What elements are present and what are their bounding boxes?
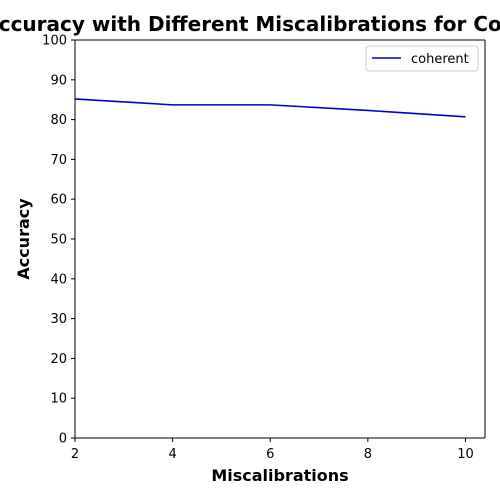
y-tick-label: 20 [50, 352, 67, 367]
legend-label: coherent [411, 52, 469, 67]
y-tick-label: 70 [50, 153, 67, 168]
legend-box [365, 45, 479, 72]
y-tick-label: 30 [50, 312, 67, 327]
chart-title: Accuracy with Different Miscalibrations … [0, 12, 500, 36]
y-tick-label: 80 [50, 113, 67, 128]
y-axis-ticks: 0 10 20 30 40 50 60 70 80 90 100 [42, 34, 75, 447]
y-tick-label: 100 [42, 34, 67, 49]
y-tick-label: 10 [50, 392, 67, 407]
y-tick-label: 90 [50, 73, 67, 88]
plot-area [75, 40, 485, 438]
y-tick-label: 50 [50, 233, 67, 248]
x-tick-label: 4 [168, 447, 176, 462]
y-tick-label: 40 [50, 272, 67, 287]
x-tick-label: 10 [457, 447, 474, 462]
y-tick-label: 60 [50, 193, 67, 208]
x-tick-label: 2 [71, 447, 79, 462]
x-axis-label: Miscalibrations [211, 466, 348, 485]
legend: coherent [365, 45, 479, 72]
x-tick-label: 6 [266, 447, 274, 462]
x-axis-ticks: 2 4 6 8 10 [71, 438, 474, 462]
y-tick-label: 0 [59, 432, 67, 447]
y-axis-label: Accuracy [14, 198, 33, 280]
x-tick-label: 8 [364, 447, 372, 462]
